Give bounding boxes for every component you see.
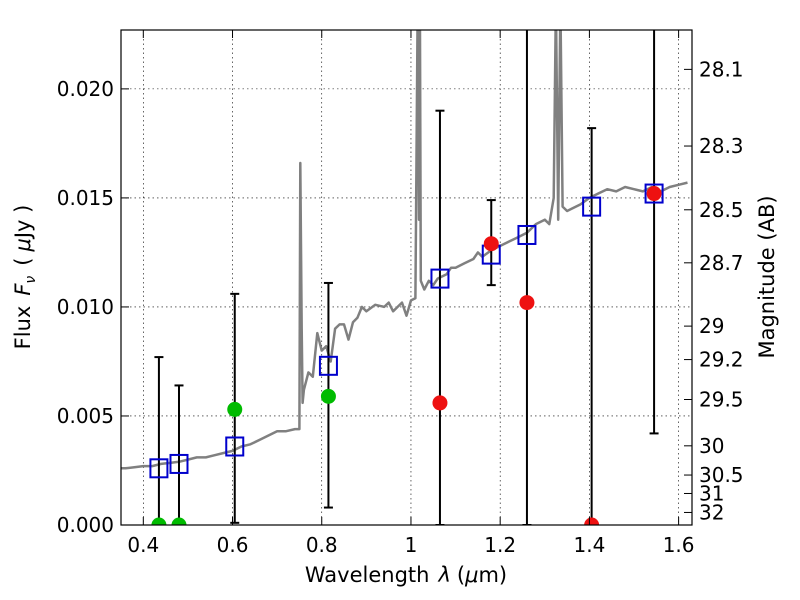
y2-tick-label: 28.5	[699, 198, 744, 222]
spectrum-line	[121, 30, 688, 470]
y-tick-label: 0.000	[57, 513, 114, 537]
photometry-point	[320, 388, 336, 404]
y2-tick-label: 30.5	[699, 463, 744, 487]
model-photometry-square	[169, 453, 189, 474]
photometry-point	[227, 401, 243, 417]
x-axis-label-unit-mu: μ	[464, 563, 478, 587]
y2-tick-label: 30	[699, 434, 724, 458]
x-tick-label: 0.8	[306, 533, 338, 557]
model-photometry-square	[318, 355, 338, 376]
x-axis-label-symbol: λ	[437, 563, 450, 587]
model-photometry-square	[582, 196, 602, 217]
y-axis-label-text: Flux	[11, 306, 35, 350]
photometry-point	[584, 517, 600, 525]
x-axis-label: Wavelength λ (μm)	[305, 563, 507, 587]
y-tick-label: 0.020	[57, 77, 114, 101]
y2-tick-label: 32	[699, 500, 724, 524]
model-photometry-square	[644, 183, 664, 204]
x-tick-label: 0.6	[217, 533, 249, 557]
y2-tick-label: 29.2	[699, 348, 744, 372]
data-layer	[121, 30, 688, 525]
photometry-point	[432, 395, 448, 411]
x-tick-label: 1	[405, 533, 418, 557]
photometry-point	[171, 517, 187, 525]
y2-tick-label: 29	[699, 314, 724, 338]
plot-frame	[120, 29, 693, 526]
y2-tick-label: 29.5	[699, 388, 744, 412]
photometry-point	[483, 236, 499, 252]
y-axis-label-unit-open: (	[11, 258, 35, 266]
y-tick-label: 0.010	[57, 295, 114, 319]
x-tick-label: 0.4	[127, 533, 159, 557]
y-tick-label: 0.015	[57, 186, 114, 210]
y2-tick-label: 28.3	[699, 134, 744, 158]
x-tick-label: 1.4	[573, 533, 605, 557]
y-axis-label-subscript: ν	[23, 276, 39, 284]
y-axis-label: Flux Fν ( μJy )	[11, 205, 39, 350]
x-tick-label: 1.6	[663, 533, 695, 557]
x-axis-label-text: Wavelength	[305, 563, 430, 587]
model-photometry-square	[225, 436, 245, 457]
y2-axis-label: Magnitude (AB)	[755, 195, 779, 358]
y2-tick-label: 28.1	[699, 57, 744, 81]
y-axis-label-symbol: F	[11, 283, 35, 296]
axis-layer: 0.4 0.6 0.8 1 1.2 1.4 1.6 0.000 0.005 0.010 0.015 0…	[57, 30, 744, 557]
y2-tick-label: 28.7	[699, 251, 744, 275]
y2-tick-label: 31	[699, 481, 724, 505]
model-photometry-square	[517, 224, 537, 245]
photometry-point	[151, 517, 167, 525]
photometry-point	[646, 186, 662, 202]
y-axis-label-unit-rest: Jy )	[11, 205, 35, 241]
x-tick-label: 1.2	[484, 533, 516, 557]
x-axis-label-unit-rest: m)	[478, 563, 507, 587]
model-photometry-square	[430, 268, 450, 289]
y-axis-label-unit-mu: μ	[11, 238, 35, 252]
y-tick-label: 0.005	[57, 404, 114, 428]
model-photometry-square	[149, 458, 169, 479]
photometry-point	[519, 295, 535, 311]
grid-layer	[121, 30, 692, 526]
x-axis-label-unit-open: (	[457, 563, 465, 587]
